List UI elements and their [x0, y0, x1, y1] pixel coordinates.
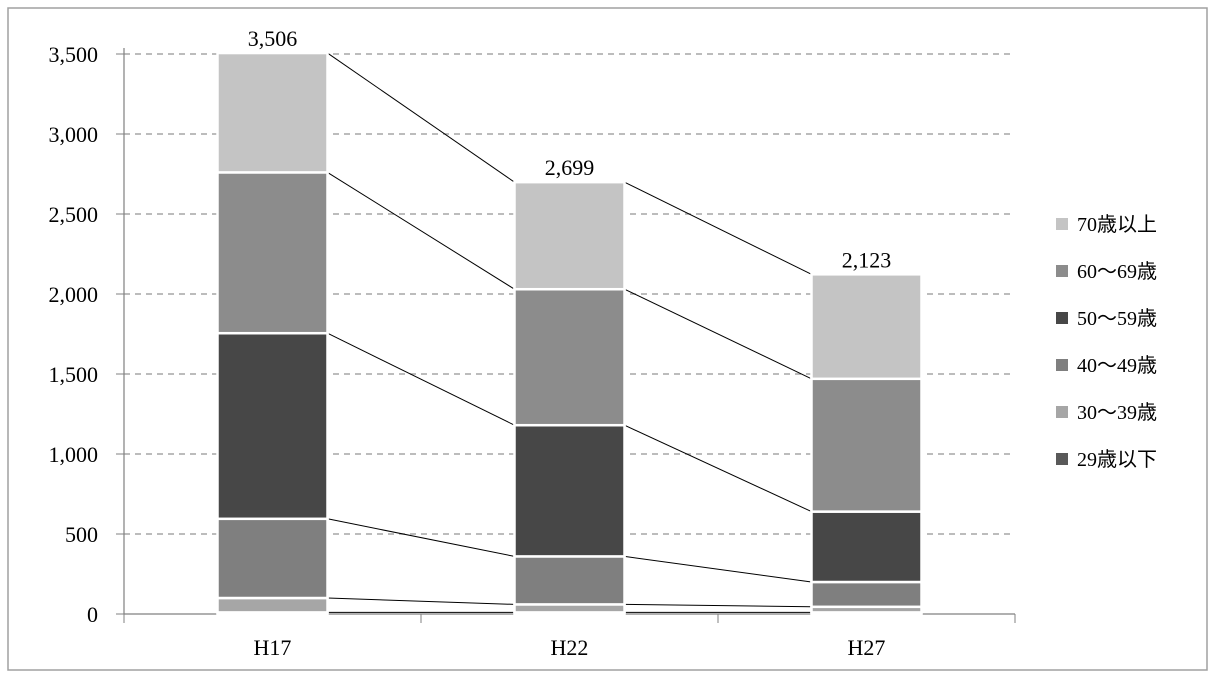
- series-connector-line: [327, 597, 515, 605]
- bar-segment: [810, 273, 923, 381]
- x-tick-label: H22: [551, 635, 589, 660]
- y-tick-label: 1,500: [49, 362, 99, 387]
- total-data-label: 3,506: [248, 26, 298, 51]
- bar-segment: [513, 180, 626, 291]
- axes: 0 500 1,000 1,500 2,000 2,500 3,000 3,500 H17 H22…: [49, 42, 1016, 660]
- legend: 70歳以上 60～69歳 50～59歳 40～49歳 30～39歳 29歳以下: [1056, 213, 1157, 471]
- bar-segment: [513, 555, 626, 606]
- series-connector-line: [624, 603, 812, 608]
- bar-segment: [216, 517, 329, 600]
- bars: [216, 51, 923, 616]
- y-tick-label: 500: [65, 522, 98, 547]
- legend-label: 30～39歳: [1077, 401, 1157, 424]
- legend-label: 70歳以上: [1077, 213, 1157, 236]
- bar-segment: [810, 580, 923, 609]
- bar-segment: [216, 331, 329, 521]
- bar-segment: [513, 287, 626, 427]
- series-connector-line: [327, 332, 515, 426]
- legend-swatch: [1056, 218, 1068, 230]
- bar-segment: [810, 377, 923, 513]
- x-tick-label: H17: [254, 635, 292, 660]
- series-connector-line: [327, 518, 515, 557]
- y-tick-label: 0: [87, 602, 98, 627]
- series-connector-line: [327, 52, 515, 183]
- legend-label: 60～69歳: [1077, 260, 1157, 283]
- y-tick-label: 2,000: [49, 282, 99, 307]
- legend-label: 40～49歳: [1077, 354, 1157, 377]
- series-connector-line: [327, 171, 515, 290]
- legend-label: 29歳以下: [1077, 448, 1157, 471]
- legend-label: 50～59歳: [1077, 307, 1157, 330]
- series-connector-line: [624, 181, 812, 275]
- bar-segment: [216, 596, 329, 614]
- series-connector-line: [624, 424, 812, 513]
- legend-swatch: [1056, 312, 1068, 324]
- legend-swatch: [1056, 453, 1068, 465]
- bar-segment: [216, 51, 329, 174]
- data-labels: 3,506 2,699 2,123: [248, 26, 892, 272]
- legend-swatch: [1056, 359, 1068, 371]
- x-tick-label: H27: [848, 635, 886, 660]
- total-data-label: 2,123: [842, 247, 892, 272]
- series-connector-line: [624, 288, 812, 380]
- y-tick-label: 2,500: [49, 202, 99, 227]
- series-connector-line: [624, 555, 812, 583]
- total-data-label: 2,699: [545, 155, 595, 180]
- bar-segment: [810, 510, 923, 584]
- bar-segment: [513, 423, 626, 558]
- y-tick-label: 3,500: [49, 42, 99, 67]
- y-tick-label: 1,000: [49, 442, 99, 467]
- y-tick-label: 3,000: [49, 122, 99, 147]
- legend-swatch: [1056, 406, 1068, 418]
- legend-swatch: [1056, 265, 1068, 277]
- bar-segment: [216, 171, 329, 335]
- series-connector-lines: [327, 52, 812, 613]
